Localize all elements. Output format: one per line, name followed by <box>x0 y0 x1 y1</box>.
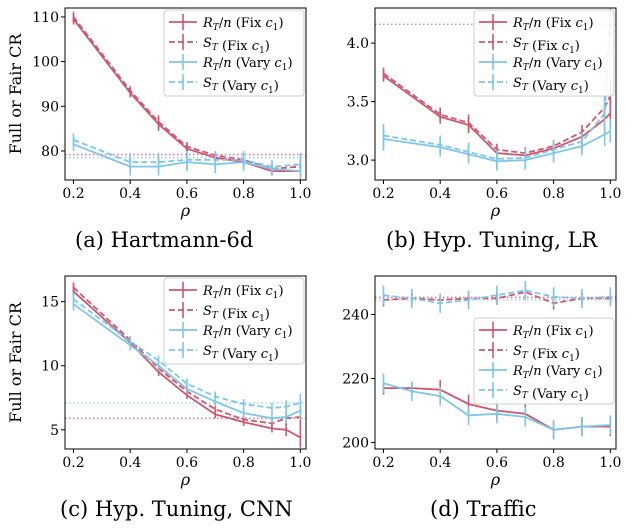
y-tick-label: 100 <box>32 55 59 71</box>
x-tick-label: 0.6 <box>176 186 198 202</box>
legend: RT/n (Fix c1) ST (Fix c1)RT/n (Vary c1) ST… <box>163 277 305 365</box>
y-tick-label: 4.0 <box>347 36 369 52</box>
y-tick-label: 200 <box>342 436 369 452</box>
y-tick-label: 3.0 <box>347 153 369 169</box>
legend-label-1: RT/n (Fix c1) <box>512 16 594 33</box>
caption-hyp-tuning-lr: (b) Hyp. Tuning, LR <box>386 228 598 252</box>
x-tick-label: 1.0 <box>289 186 311 202</box>
legend-label-2: ST (Fix c1) <box>203 36 270 56</box>
x-tick-label: 0.4 <box>429 455 451 471</box>
x-tick-label: 0.8 <box>232 455 254 471</box>
legend-label-4: ST (Vary c1) <box>513 384 589 404</box>
x-axis-label: ρ <box>490 470 501 489</box>
legend-label-4: ST (Vary c1) <box>513 76 589 96</box>
legend-label-4: ST (Vary c1) <box>203 344 279 364</box>
panel-3: 0.2 0.4 0.6 0.8 1.0 5 10 15 ρ Full or Fair CR RT/n… <box>6 275 311 489</box>
legend-label-3: RT/n (Vary c1) <box>202 56 293 73</box>
y-tick-label: 3.5 <box>347 95 369 111</box>
x-tick-label: 1.0 <box>289 455 311 471</box>
legend-label-1: RT/n (Fix c1) <box>202 284 284 301</box>
x-tick-label: 0.6 <box>176 455 198 471</box>
x-tick-label: 0.2 <box>372 186 394 202</box>
x-axis-label: ρ <box>180 470 191 489</box>
legend-box <box>163 277 305 365</box>
series-line-3 <box>73 143 301 172</box>
y-tick-label: 15 <box>41 295 59 311</box>
legend-label-2: ST (Fix c1) <box>203 304 270 324</box>
plot-area <box>382 8 612 171</box>
x-axis-label: ρ <box>490 201 501 220</box>
x-tick-label: 0.4 <box>119 455 141 471</box>
axes-frame <box>64 7 307 181</box>
plot-area <box>72 11 302 180</box>
y-tick-label: 10 <box>41 359 59 375</box>
panel-4: 0.2 0.4 0.6 0.8 1.0 200 220 240 ρ RT/n (Fix c1) ST… <box>342 275 621 489</box>
axes-frame <box>64 275 307 450</box>
y-tick-label: 110 <box>32 10 59 26</box>
series-line-2 <box>72 286 301 425</box>
legend-label-2: ST (Fix c1) <box>513 344 580 364</box>
legend-label-3: RT/n (Vary c1) <box>512 364 603 381</box>
x-tick-label: 0.6 <box>486 455 508 471</box>
caption-traffic: (d) Traffic <box>430 497 537 521</box>
legend: RT/n (Fix c1) ST (Fix c1)RT/n (Vary c1) ST… <box>163 9 305 97</box>
x-tick-label: 0.2 <box>372 455 394 471</box>
x-tick-label: 0.8 <box>542 455 564 471</box>
plot-area <box>382 280 612 440</box>
legend-box <box>473 317 615 405</box>
x-axis-label: ρ <box>180 201 191 220</box>
legend-box <box>473 9 615 97</box>
plot-area <box>72 282 302 448</box>
y-tick-label: 220 <box>342 372 369 388</box>
y-tick-label: 90 <box>41 99 59 115</box>
legend: RT/n (Fix c1) ST (Fix c1)RT/n (Vary c1) ST… <box>473 317 615 405</box>
y-tick-label: 80 <box>41 144 59 160</box>
panel-2: 0.2 0.4 0.6 0.8 1.0 3.0 3.5 4.0 ρ RT/n (Fix c1) ST… <box>347 7 621 220</box>
caption-hartmann: (a) Hartmann-6d <box>75 228 254 252</box>
legend-label-3: RT/n (Vary c1) <box>512 56 603 73</box>
legend-box <box>163 9 305 97</box>
legend-label-1: RT/n (Fix c1) <box>512 324 594 341</box>
x-tick-label: 0.4 <box>119 186 141 202</box>
axes-frame <box>374 7 617 181</box>
x-tick-label: 0.4 <box>429 186 451 202</box>
panel-1: 0.2 0.4 0.6 0.8 1.0 80 90 100 110 ρ Full or Fair C… <box>6 7 311 220</box>
x-tick-label: 0.8 <box>232 186 254 202</box>
caption-hyp-tuning-cnn: (c) Hyp. Tuning, CNN <box>60 497 293 521</box>
x-tick-label: 0.8 <box>542 186 564 202</box>
axes-frame <box>374 275 617 450</box>
legend: RT/n (Fix c1) ST (Fix c1)RT/n (Vary c1) ST… <box>473 9 615 97</box>
x-tick-label: 0.2 <box>62 186 84 202</box>
x-tick-label: 1.0 <box>599 186 621 202</box>
series-line-4 <box>73 138 301 168</box>
legend-label-2: ST (Fix c1) <box>513 36 580 56</box>
legend-label-4: ST (Vary c1) <box>203 76 279 96</box>
series-line-4 <box>383 289 611 305</box>
y-tick-label: 240 <box>342 307 369 323</box>
y-axis-label: Full or Fair CR <box>6 33 25 155</box>
y-axis-label: Full or Fair CR <box>6 301 25 423</box>
legend-label-1: RT/n (Fix c1) <box>202 16 284 33</box>
x-tick-label: 0.6 <box>486 186 508 202</box>
x-tick-label: 0.2 <box>62 455 84 471</box>
series-line-1 <box>72 18 301 173</box>
y-tick-label: 5 <box>50 423 59 439</box>
legend-label-3: RT/n (Vary c1) <box>202 324 293 341</box>
x-tick-label: 1.0 <box>599 455 621 471</box>
